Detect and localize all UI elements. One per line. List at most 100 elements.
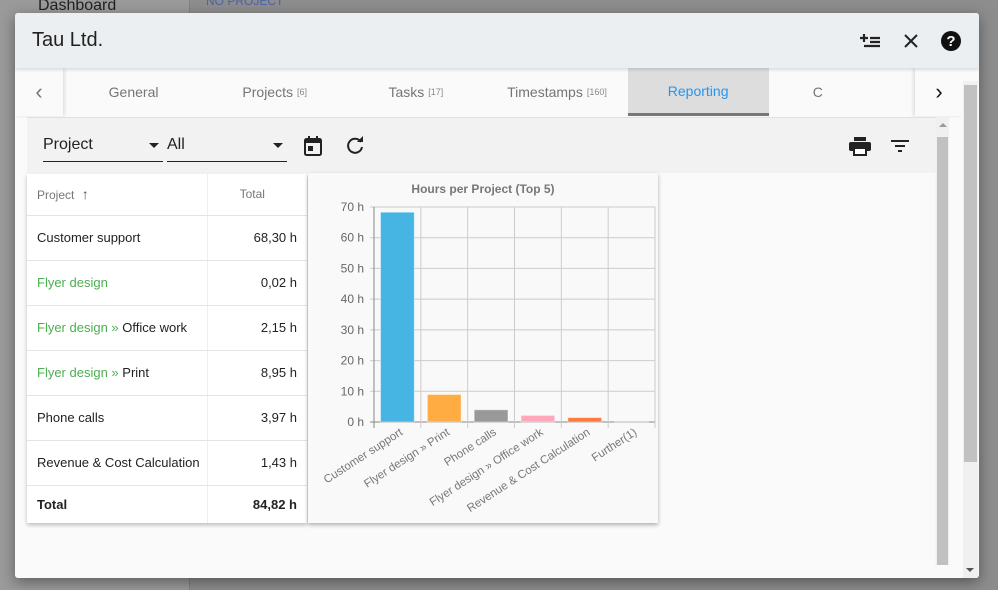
- project-cell: Flyer design » Office work: [27, 305, 207, 351]
- y-tick-label: 20 h: [341, 354, 364, 368]
- x-tick-label: Flyer design » Print: [362, 426, 452, 490]
- project-name: Customer support: [37, 230, 141, 245]
- filter-value: All: [167, 136, 185, 153]
- tab-reporting[interactable]: Reporting: [627, 68, 769, 116]
- total-cell: 68,30 h: [206, 215, 307, 261]
- grand-total: 84,82 h: [206, 485, 307, 523]
- project-cell: Revenue & Cost Calculation: [27, 440, 207, 486]
- table-header: Project ↑ Total: [27, 174, 307, 216]
- inner-scrollbar[interactable]: [936, 117, 949, 565]
- bar: [380, 211, 415, 423]
- table-row[interactable]: Customer support 68,30 h: [27, 215, 307, 261]
- table-row[interactable]: Revenue & Cost Calculation 1,43 h: [27, 440, 307, 486]
- bar: [426, 394, 462, 423]
- close-icon[interactable]: [891, 21, 931, 61]
- group-by-select[interactable]: Project: [43, 130, 163, 162]
- column-header-project[interactable]: Project ↑: [27, 174, 207, 216]
- calendar-icon[interactable]: [291, 135, 335, 156]
- y-tick-label: 50 h: [341, 261, 364, 275]
- project-cell: Flyer design » Print: [27, 350, 207, 396]
- project-name: Office work: [118, 320, 188, 335]
- scroll-up-arrow-icon[interactable]: [939, 123, 947, 127]
- y-tick-label: 60 h: [341, 231, 364, 245]
- svg-text:?: ?: [946, 33, 955, 50]
- parent-project: Flyer design »: [37, 320, 119, 335]
- parent-project: Flyer design: [37, 275, 108, 290]
- tab-general[interactable]: General: [63, 68, 204, 116]
- tab-count: [160]: [586, 87, 607, 97]
- inner-scrollbar-thumb[interactable]: [937, 137, 948, 565]
- tab-count: [17]: [428, 87, 444, 97]
- caret-down-icon: [149, 142, 159, 148]
- dialog-scrollbar[interactable]: [963, 81, 978, 578]
- table-row[interactable]: Flyer design » Office work 2,15 h: [27, 305, 307, 351]
- total-cell: 8,95 h: [206, 350, 307, 396]
- sidebar-item-dashboard: Dashboard: [38, 0, 117, 14]
- chevron-right-icon[interactable]: ›: [915, 68, 963, 116]
- y-tick-label: 30 h: [341, 323, 364, 337]
- refresh-icon[interactable]: [335, 135, 375, 156]
- chart-title: Hours per Project (Top 5): [411, 182, 554, 196]
- tab-bar: ‹ General Projects [6] Tasks [17] Timestam…: [15, 68, 963, 116]
- scroll-down-arrow-icon[interactable]: [966, 568, 974, 572]
- chart-svg: Hours per Project (Top 5) 0 h 10 h 20 h 30 h…: [322, 182, 656, 515]
- y-tick-label: 10 h: [341, 384, 364, 398]
- y-tick-label: 0 h: [347, 415, 364, 429]
- company-dialog: Tau Ltd. ? ‹ General Projects [6] Tasks [1…: [15, 13, 979, 578]
- total-cell: 3,97 h: [206, 395, 307, 441]
- total-label: Total: [37, 496, 68, 512]
- project-name: Print: [118, 365, 149, 380]
- playlist-add-icon[interactable]: [851, 21, 891, 61]
- tab-label: Projects: [242, 84, 293, 100]
- report-toolbar: Project All: [27, 118, 948, 173]
- table-row[interactable]: Flyer design » Print 8,95 h: [27, 350, 307, 396]
- caret-down-icon: [273, 142, 283, 148]
- tab-label: General: [108, 84, 159, 100]
- group-by-value: Project: [43, 136, 93, 153]
- tab-label: Timestamps: [507, 84, 583, 100]
- dialog-scrollbar-thumb[interactable]: [964, 85, 977, 462]
- chevron-left-icon[interactable]: ‹: [15, 68, 63, 116]
- project-cell: Flyer design: [27, 260, 207, 306]
- total-cell: 1,43 h: [206, 440, 307, 486]
- tab-label: Reporting: [667, 82, 729, 99]
- tab-label: C: [812, 84, 823, 100]
- y-tick-label: 40 h: [341, 292, 364, 306]
- total-cell: 0,02 h: [206, 260, 307, 306]
- bar: [567, 417, 603, 423]
- dialog-header: Tau Ltd. ?: [15, 13, 979, 68]
- tab-label: Tasks: [388, 84, 425, 100]
- tab-projects[interactable]: Projects [6]: [204, 68, 345, 116]
- reporting-panel: Project All Project ↑ Total Customer sup…: [27, 117, 948, 566]
- x-tick-label: Customer support: [322, 426, 406, 486]
- x-tick-label: Further(1): [590, 426, 640, 464]
- bar: [520, 414, 556, 423]
- table-row[interactable]: Phone calls 3,97 h: [27, 395, 307, 441]
- help-icon[interactable]: ?: [931, 21, 971, 61]
- tab-tasks[interactable]: Tasks [17]: [345, 68, 486, 116]
- project-cell: Phone calls: [27, 395, 207, 441]
- y-tick-label: 70 h: [341, 200, 364, 214]
- tab-more[interactable]: C: [769, 68, 915, 116]
- column-header-total[interactable]: Total: [206, 174, 307, 216]
- filter-select[interactable]: All: [167, 130, 287, 162]
- project-cell: Customer support: [27, 215, 207, 261]
- bar: [473, 409, 509, 423]
- table-row[interactable]: Flyer design 0,02 h: [27, 260, 307, 306]
- header-label: Project: [37, 188, 75, 203]
- table-footer: Total 84,82 h: [27, 485, 307, 523]
- project-name: Phone calls: [37, 410, 105, 425]
- print-icon[interactable]: [840, 136, 880, 156]
- hours-per-project-chart: Hours per Project (Top 5) 0 h 10 h 20 h 30 h…: [308, 173, 658, 523]
- tab-timestamps[interactable]: Timestamps [160]: [486, 68, 627, 116]
- total-cell: 2,15 h: [206, 305, 307, 351]
- dialog-title: Tau Ltd.: [32, 29, 104, 51]
- parent-project: Flyer design »: [37, 365, 119, 380]
- project-name: Revenue & Cost Calculation: [37, 455, 200, 470]
- sort-arrow-up-icon: ↑: [81, 186, 89, 203]
- project-label: NO PROJECT: [206, 0, 284, 8]
- tab-count: [6]: [296, 87, 307, 97]
- filter-icon[interactable]: [880, 139, 920, 153]
